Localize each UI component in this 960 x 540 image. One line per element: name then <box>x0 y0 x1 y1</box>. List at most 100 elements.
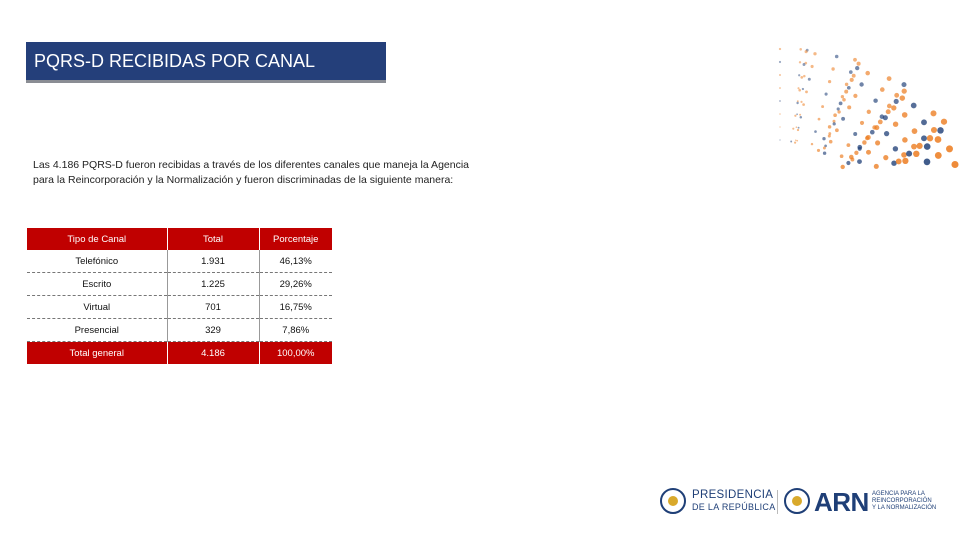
decorative-dot <box>848 70 853 74</box>
decorative-dot <box>779 126 781 128</box>
decorative-dot <box>833 113 837 118</box>
decorative-dot <box>790 140 793 143</box>
decorative-dot <box>857 144 863 150</box>
decorative-dot <box>842 98 846 102</box>
header-porcentaje: Porcentaje <box>259 228 332 250</box>
decorative-dot <box>934 136 942 143</box>
decorative-dot <box>828 139 833 144</box>
decorative-dot <box>798 61 802 64</box>
decorative-dot <box>885 109 891 115</box>
presidencia-line1: PRESIDENCIA <box>692 489 774 501</box>
decorative-dot <box>840 95 845 99</box>
decorative-dot <box>882 115 888 121</box>
decorative-dot <box>779 113 781 115</box>
decorative-dot <box>854 150 859 155</box>
decorative-dot-pattern <box>778 47 959 170</box>
cell-porcentaje: 16,75% <box>259 295 332 319</box>
decorative-dot <box>906 150 913 157</box>
channels-table: Tipo de Canal Total Porcentaje Telefónic… <box>27 228 332 364</box>
decorative-dot <box>902 157 909 165</box>
decorative-dot <box>865 70 870 76</box>
decorative-dot <box>800 76 804 79</box>
decorative-dot <box>923 143 931 150</box>
decorative-dot <box>799 48 802 51</box>
presidencia-line2: DE LA REPÚBLICA <box>692 502 776 512</box>
table-total-row: Total general 4.186 100,00% <box>27 341 332 364</box>
decorative-dot <box>796 113 798 116</box>
decorative-dot <box>855 65 860 71</box>
decorative-dot <box>813 52 817 56</box>
logo-divider <box>777 490 778 514</box>
decorative-dot <box>794 114 797 117</box>
footer-logos: PRESIDENCIA DE LA REPÚBLICA ARN AGENCIA … <box>660 486 940 518</box>
decorative-dot <box>862 140 867 145</box>
decorative-dot <box>869 129 875 135</box>
decorative-dot <box>866 149 871 155</box>
decorative-dot <box>895 158 902 165</box>
decorative-dot <box>874 125 880 131</box>
decorative-dot <box>846 160 851 166</box>
arn-logo: ARN AGENCIA PARA LA REINCORPORACIÓN Y LA… <box>784 486 940 518</box>
decorative-dot <box>886 103 892 109</box>
arn-seal-icon <box>784 488 810 514</box>
table-row: Escrito 1.225 29,26% <box>27 272 332 296</box>
decorative-dot <box>779 139 781 141</box>
decorative-dot <box>796 139 799 142</box>
decorative-dot <box>796 100 799 103</box>
decorative-dot <box>940 118 948 125</box>
decorative-dot <box>821 105 825 109</box>
decorative-dot <box>838 101 843 106</box>
decorative-dot <box>879 87 885 92</box>
decorative-dot <box>831 67 835 71</box>
decorative-dot <box>824 144 827 148</box>
decorative-dot <box>839 154 844 159</box>
decorative-dot <box>886 76 892 81</box>
decorative-dot <box>844 82 849 87</box>
decorative-dot <box>853 57 857 62</box>
decorative-dot <box>894 92 900 98</box>
cell-total: 1.225 <box>167 272 260 296</box>
decorative-dot <box>799 113 802 116</box>
decorative-dot <box>827 125 832 129</box>
arn-sub-line2: REINCORPORACIÓN <box>872 498 932 504</box>
decorative-dot <box>779 100 781 102</box>
decorative-dot <box>926 135 934 142</box>
decorative-dot <box>828 132 832 136</box>
decorative-dot <box>798 88 801 92</box>
decorative-dot <box>846 143 851 148</box>
decorative-dot <box>856 61 861 66</box>
cell-canal: Presencial <box>27 318 168 342</box>
table-row: Telefónico 1.931 46,13% <box>27 250 332 273</box>
cell-porcentaje: 7,86% <box>259 318 332 342</box>
decorative-dot <box>857 159 862 165</box>
header-total: Total <box>167 228 260 250</box>
decorative-dot <box>859 120 865 125</box>
colombia-seal-icon <box>660 488 686 514</box>
decorative-dot <box>778 47 782 51</box>
cell-canal: Escrito <box>27 272 168 296</box>
decorative-dot <box>834 54 839 59</box>
decorative-dot <box>804 50 808 54</box>
decorative-dot <box>849 77 854 82</box>
decorative-dot <box>911 128 918 134</box>
decorative-dot <box>899 95 906 101</box>
decorative-dot <box>892 146 899 152</box>
decorative-dot <box>840 164 845 170</box>
cell-total: 1.931 <box>167 250 260 273</box>
decorative-dot <box>794 139 797 141</box>
decorative-dot <box>851 73 856 78</box>
decorative-dot <box>866 109 871 114</box>
decorative-dot <box>946 145 953 153</box>
decorative-dot <box>779 74 781 76</box>
cell-canal: Virtual <box>27 295 168 319</box>
decorative-dot <box>892 121 899 127</box>
total-label: Total general <box>27 341 168 364</box>
page-title: PQRS-D RECIBIDAS POR CANAL <box>26 42 386 80</box>
decorative-dot <box>822 137 826 141</box>
decorative-dot <box>802 103 805 106</box>
decorative-dot <box>837 110 841 114</box>
arn-sub-line1: AGENCIA PARA LA <box>872 491 925 497</box>
cell-total: 329 <box>167 318 260 342</box>
decorative-dot <box>901 88 907 94</box>
cell-porcentaje: 46,13% <box>259 250 332 273</box>
